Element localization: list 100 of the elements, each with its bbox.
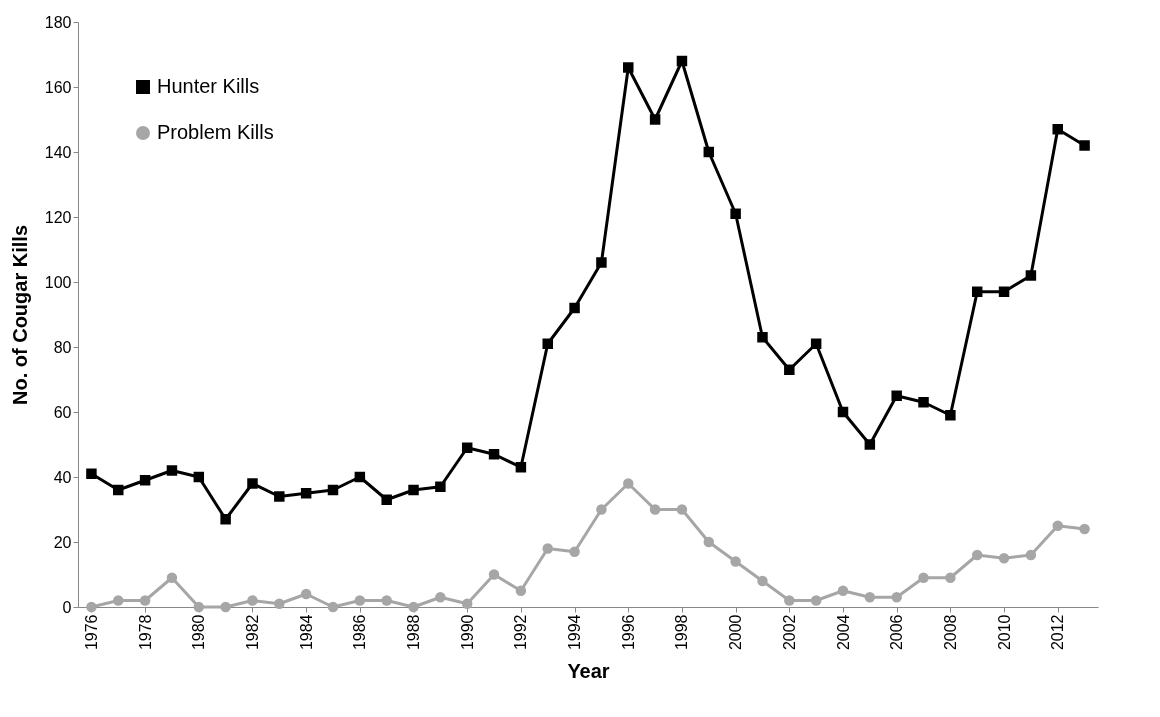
point — [1079, 523, 1090, 535]
point — [1025, 270, 1037, 281]
point — [327, 484, 339, 496]
point — [1052, 520, 1063, 531]
y-tick-label: 180 — [44, 13, 72, 31]
point — [166, 465, 178, 476]
y-tick-label: 80 — [53, 338, 72, 356]
point — [139, 595, 151, 606]
y-tick-label: 40 — [53, 468, 72, 486]
x-tick-label: 1986 — [351, 614, 369, 651]
point — [971, 549, 983, 561]
point — [649, 504, 661, 515]
point — [220, 514, 231, 525]
point — [461, 598, 473, 609]
point — [784, 364, 795, 375]
legend-label: Hunter Kills — [157, 75, 260, 97]
point — [515, 462, 527, 473]
point — [676, 55, 688, 67]
point — [810, 595, 822, 606]
point — [86, 601, 97, 613]
point — [408, 601, 419, 613]
point — [891, 592, 902, 603]
point — [220, 601, 231, 613]
x-tick-label: 1994 — [566, 614, 584, 651]
point — [1052, 124, 1063, 135]
point — [837, 585, 849, 596]
point — [703, 536, 715, 548]
y-tick-label: 20 — [53, 533, 72, 551]
point — [998, 553, 1010, 564]
point — [784, 595, 795, 606]
point — [757, 575, 768, 587]
point — [810, 338, 822, 349]
point — [623, 478, 634, 489]
y-axis-title: No. of Cougar Kills — [8, 225, 31, 405]
x-tick-label: 1988 — [405, 614, 423, 651]
point — [918, 397, 929, 408]
point — [435, 592, 446, 603]
point — [1079, 140, 1090, 151]
x-tick-label: 1990 — [458, 614, 476, 651]
point — [166, 572, 178, 583]
y-tick-label: 160 — [44, 78, 72, 96]
x-tick-label: 1980 — [190, 614, 208, 651]
x-tick-label: 1992 — [512, 614, 530, 651]
x-tick-label: 2012 — [1049, 614, 1067, 651]
x-tick-label: 2000 — [727, 614, 745, 651]
point — [623, 62, 634, 73]
point — [300, 488, 312, 499]
point — [247, 478, 258, 489]
x-tick-label: 1996 — [619, 614, 637, 651]
x-tick-label: 1982 — [243, 614, 261, 651]
point — [113, 484, 124, 496]
point — [757, 332, 768, 343]
point — [730, 208, 741, 219]
point — [864, 439, 876, 450]
x-tick-label: 1976 — [82, 614, 100, 651]
point — [730, 556, 741, 567]
x-tick-label: 1978 — [136, 614, 154, 651]
point — [461, 442, 473, 453]
point — [193, 471, 205, 483]
point — [354, 471, 366, 483]
point — [837, 406, 849, 418]
point — [408, 484, 419, 496]
point — [649, 114, 661, 125]
y-tick-label: 60 — [53, 403, 72, 421]
point — [945, 410, 956, 421]
point — [354, 595, 366, 606]
x-tick-label: 1998 — [673, 614, 691, 651]
point — [274, 598, 285, 609]
point — [435, 481, 446, 492]
point — [569, 546, 580, 557]
point — [488, 569, 500, 580]
point — [113, 595, 124, 606]
point — [300, 588, 312, 600]
point — [247, 595, 258, 606]
point — [542, 338, 553, 349]
point — [596, 257, 607, 268]
x-tick-label: 2006 — [888, 614, 906, 651]
point — [381, 595, 392, 606]
point — [381, 494, 392, 505]
x-tick-label: 2010 — [995, 614, 1013, 651]
point — [998, 286, 1010, 297]
point — [971, 286, 983, 297]
y-tick-label: 140 — [44, 143, 72, 161]
point — [1025, 549, 1037, 561]
point — [569, 302, 580, 314]
point — [864, 592, 876, 603]
x-axis-title: Year — [567, 660, 610, 683]
point — [86, 468, 97, 479]
point — [542, 543, 553, 554]
point — [596, 504, 607, 515]
point — [676, 504, 688, 515]
point — [193, 601, 205, 613]
y-tick-label: 0 — [62, 598, 72, 616]
x-tick-label: 2002 — [780, 614, 798, 651]
point — [918, 572, 929, 583]
legend-label: Problem Kills — [157, 121, 274, 143]
point — [703, 146, 715, 158]
point — [891, 390, 902, 401]
y-tick-label: 100 — [44, 273, 72, 291]
point — [945, 572, 956, 583]
